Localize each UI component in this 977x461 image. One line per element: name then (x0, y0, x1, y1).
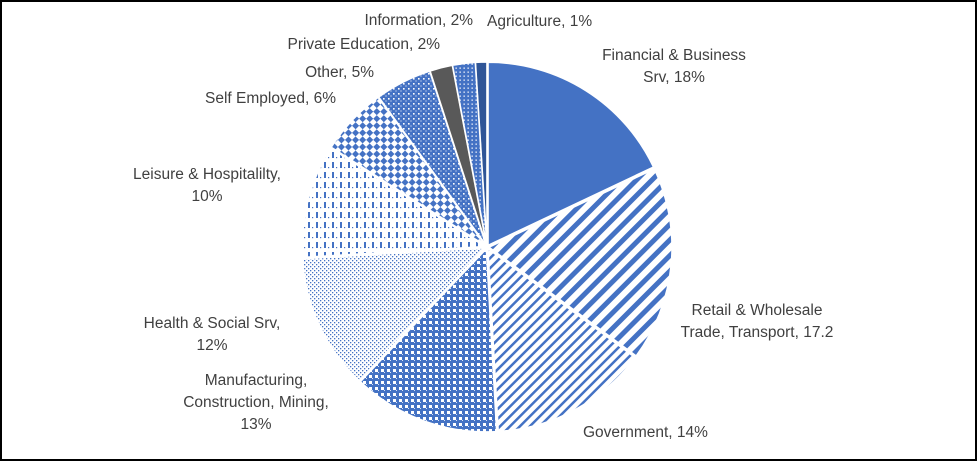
pie-slice (301, 246, 488, 382)
slice-label-line: Construction, Mining, (183, 394, 329, 411)
pie-slice (487, 247, 637, 433)
pie-slice (301, 147, 488, 259)
slice-label-line: Agriculture, 1% (487, 13, 592, 30)
slice-label-line: Health & Social Srv, (144, 315, 281, 332)
slice-label: Agriculture, 1% (487, 13, 592, 30)
pie-slice (487, 61, 655, 247)
slice-label: Self Employed, 6% (205, 90, 336, 107)
slice-label-line: Trade, Transport, 17.2 (681, 324, 834, 341)
slice-label: Manufacturing, Construction, Mining, 13% (183, 372, 329, 433)
slice-label-line: Manufacturing, (205, 372, 308, 389)
slice-label: Government, 14% (583, 424, 708, 441)
slice-label-line: Srv, 18% (643, 69, 705, 86)
slice-label: Information, 2% (364, 12, 473, 29)
slice-label-line: Leisure & Hospitalilty, (133, 166, 281, 183)
pie-slice (359, 247, 498, 433)
slice-label-line: 10% (191, 188, 222, 205)
slice-label-line: Information, 2% (364, 12, 473, 29)
slice-label-line: Self Employed, 6% (205, 90, 336, 107)
slice-label: Other, 5% (305, 64, 374, 81)
pie-slice (487, 167, 673, 358)
pie-slice (451, 61, 488, 246)
slice-label: Financial & Business Srv, 18% (602, 47, 746, 86)
pie-slices (301, 61, 673, 433)
slice-label-line: 13% (240, 416, 271, 433)
slice-label-line: Government, 14% (583, 424, 708, 441)
slice-label-line: Other, 5% (305, 64, 374, 81)
slice-label-line: Financial & Business (602, 47, 746, 64)
slice-label: Private Education, 2% (287, 36, 440, 53)
slice-label-line: Private Education, 2% (287, 36, 440, 53)
slice-label: Health & Social Srv, 12% (144, 315, 281, 354)
pie-labels: Agriculture, 1% Financial & Business Srv, … (133, 12, 833, 441)
slice-label: Retail & Wholesale Trade, Transport, 17.2 (681, 302, 834, 341)
slice-label-line: 12% (196, 337, 227, 354)
slice-label-line: Retail & Wholesale (692, 302, 823, 319)
slice-label: Leisure & Hospitalilty, 10% (133, 166, 281, 205)
